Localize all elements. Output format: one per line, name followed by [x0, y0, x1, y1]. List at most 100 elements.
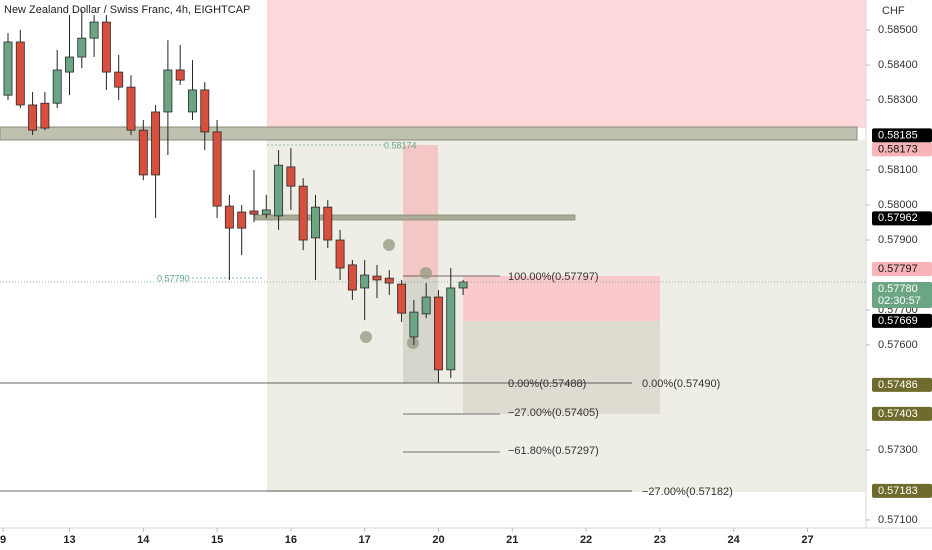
short-reward-box: [463, 321, 660, 414]
x-tick-label: 15: [211, 534, 223, 546]
price-label: 0.58185: [878, 129, 918, 141]
fib-label: 0.00%(0.57490): [642, 378, 720, 390]
y-tick-label: 0.58300: [878, 94, 918, 106]
x-tick-label: 24: [728, 534, 741, 546]
candle-body: [335, 239, 345, 269]
price-label-box: [872, 483, 932, 498]
candle-body: [101, 21, 111, 73]
x-tick-label: 13: [63, 534, 75, 546]
risk-box: [403, 145, 438, 278]
candle-body: [151, 111, 161, 176]
candle-body: [175, 69, 185, 81]
candle-body: [237, 211, 247, 229]
candle-body: [52, 69, 62, 104]
y-tick-label: 0.57900: [878, 234, 918, 246]
price-label: 0.57669: [878, 315, 918, 327]
y-tick-label: 0.57100: [878, 514, 918, 526]
x-tick-label: 23: [654, 534, 666, 546]
candle-body: [397, 283, 407, 314]
price-label-box: [872, 406, 932, 421]
candle-body: [224, 205, 234, 229]
price-label: 0.57962: [878, 212, 918, 224]
price-label: 0.57797: [878, 263, 918, 275]
fib-label: −61.80%(0.57297): [508, 445, 599, 457]
fib-label: −27.00%(0.57405): [508, 407, 599, 419]
candle-body: [65, 56, 74, 73]
x-tick-label: 14: [137, 534, 150, 546]
fib-label: 0.00%(0.57488): [508, 378, 586, 390]
range-label: 0.57790: [157, 273, 190, 283]
countdown-label: 02:30:57: [878, 295, 921, 307]
pivot-marker: [420, 267, 432, 279]
x-tick-label: 22: [580, 534, 592, 546]
candle-body: [347, 264, 357, 291]
chart-title: New Zealand Dollar / Swiss Franc, 4h, EI…: [4, 4, 250, 16]
price-label-box: [872, 142, 932, 157]
short-risk-box: [463, 276, 660, 321]
price-label: 0.57183: [878, 485, 918, 497]
candle-body: [114, 71, 124, 88]
candle-body: [212, 131, 222, 207]
x-tick-label: 21: [506, 534, 518, 546]
fib-label: −27.00%(0.57182): [642, 486, 733, 498]
candle-body: [311, 206, 320, 239]
mid-band: [254, 214, 576, 221]
price-label-box: [872, 211, 932, 226]
y-tick-label: 0.58400: [878, 59, 918, 71]
price-label-box: [872, 262, 932, 277]
candle-body: [458, 281, 468, 289]
candle-body: [384, 277, 394, 284]
candle-body: [286, 166, 296, 187]
candle-body: [434, 296, 443, 371]
x-tick-label: 27: [801, 534, 813, 546]
candle-body: [163, 69, 173, 113]
candle-body: [188, 89, 197, 113]
candle-body: [28, 104, 38, 131]
candle-body: [372, 275, 382, 281]
pivot-marker: [383, 239, 395, 251]
price-label-box: [872, 128, 932, 143]
x-tick-label: 9: [0, 534, 6, 546]
candle-body: [3, 41, 13, 96]
candle-body: [40, 102, 50, 129]
candle-body: [360, 274, 370, 289]
price-label: 0.57486: [878, 379, 918, 391]
candle-body: [421, 296, 431, 315]
price-label-box: [872, 377, 932, 392]
price-label: 0.57403: [878, 408, 918, 420]
x-tick-label: 16: [285, 534, 297, 546]
candles: [3, 10, 468, 384]
y-tick-label: 0.58500: [878, 24, 918, 36]
y-tick-label: 0.58100: [878, 164, 918, 176]
candle-body: [77, 37, 87, 58]
y-tick-label: 0.57600: [878, 339, 918, 351]
y-tick-label: 0.58000: [878, 199, 918, 211]
reward-box: [403, 278, 438, 383]
price-label: 0.57780: [878, 283, 918, 295]
pink-zone: [267, 0, 866, 128]
pivot-marker: [407, 337, 419, 349]
candle-body: [298, 185, 308, 241]
candle-body: [409, 311, 419, 338]
y-tick-label: 0.57300: [878, 444, 918, 456]
candle-body: [274, 164, 284, 217]
candle-body: [323, 206, 333, 241]
range-label: 0.58174: [384, 140, 417, 150]
candle-body: [89, 21, 99, 39]
candle-body: [200, 89, 210, 133]
candle-body: [138, 129, 148, 176]
candle-body: [126, 86, 136, 131]
currency-label: CHF: [882, 5, 905, 17]
price-label: 0.58173: [878, 143, 918, 155]
price-label-box: [872, 313, 932, 328]
candle-body: [261, 209, 271, 215]
x-tick-label: 17: [359, 534, 371, 546]
candle-body: [446, 287, 456, 371]
pivot-marker: [360, 331, 372, 343]
candle-body: [249, 210, 259, 215]
candle-body: [15, 41, 25, 106]
price-label-box: [872, 282, 932, 309]
fib-label: 100.00%(0.57797): [508, 271, 599, 283]
x-tick-label: 20: [432, 534, 444, 546]
